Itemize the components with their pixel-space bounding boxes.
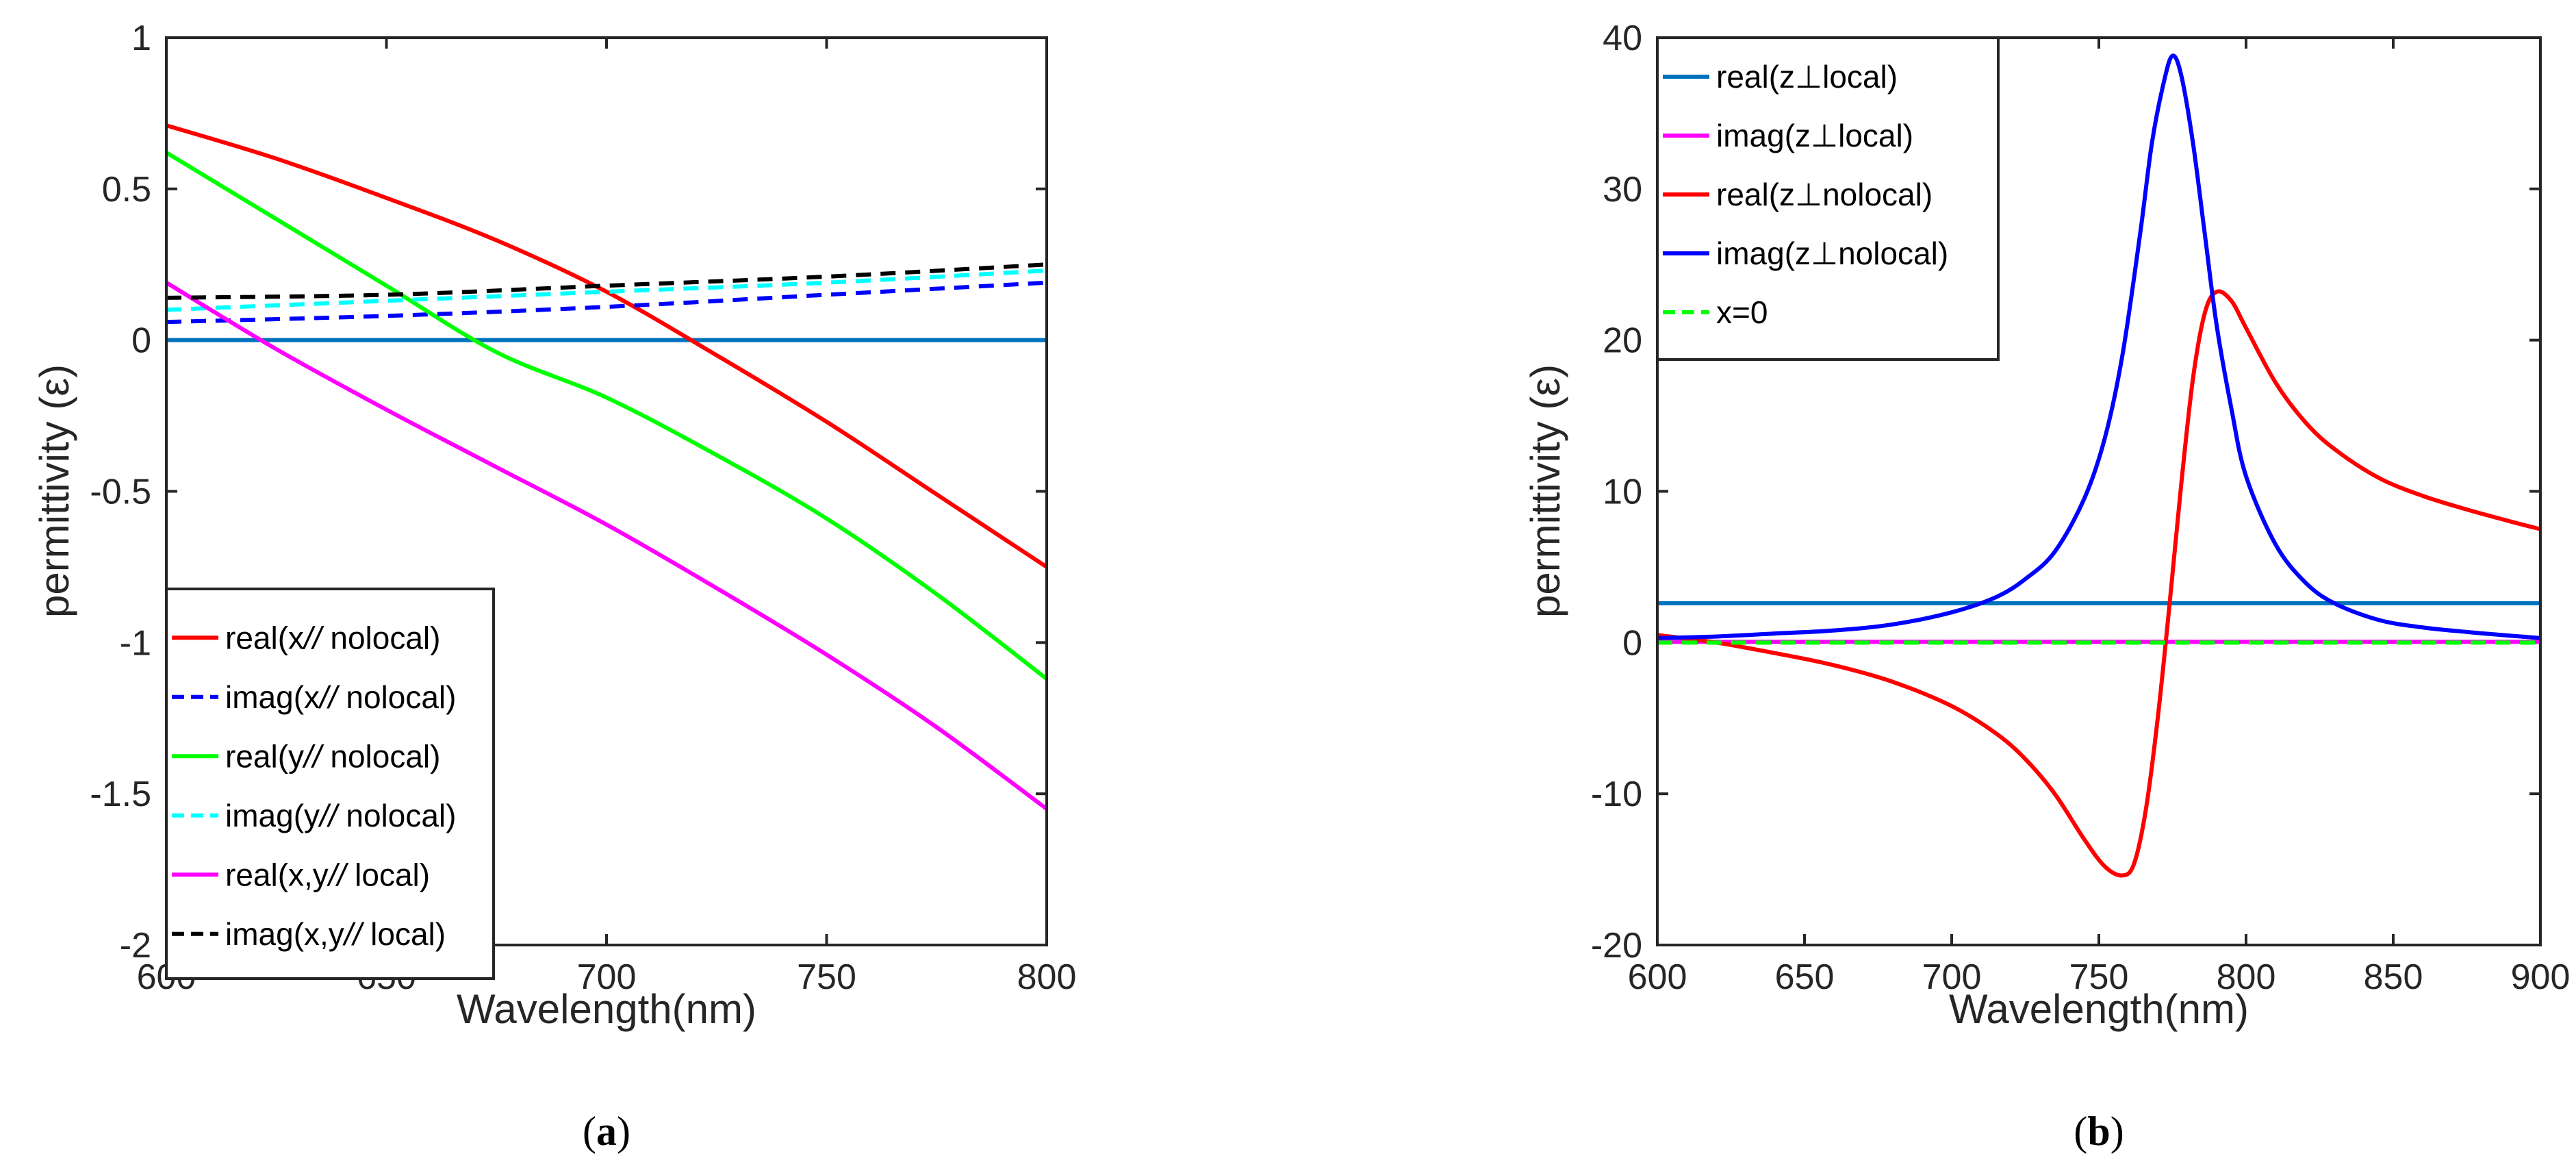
x-tick-label: 800 (2217, 957, 2276, 997)
legend-box (165, 588, 495, 980)
legend-label-suffix: nolocal) (337, 679, 457, 715)
y-tick-label: 20 (1603, 321, 1642, 361)
legend-label: imag(z⊥nolocal) (1716, 236, 1948, 271)
legend-label-suffix: nolocal) (322, 738, 441, 774)
series-line-imag-z-nolocal (1657, 53, 2540, 640)
y-tick-label: -2 (120, 926, 151, 966)
x-tick-label: 750 (797, 957, 856, 997)
y-tick-label: 10 (1603, 473, 1642, 512)
legend-label-suffix: nolocal) (322, 620, 441, 655)
legend-label-text: real(z⊥nolocal) (1716, 177, 1933, 212)
parallel-symbol: // (318, 798, 340, 833)
legend-label-text: real(x,y (225, 857, 329, 892)
legend-label-text: x=0 (1716, 294, 1768, 330)
legend-label: real(x// nolocal) (225, 620, 440, 655)
y-tick-label: -1 (120, 623, 151, 663)
series-group-a (166, 123, 1047, 811)
legend-label: imag(x// nolocal) (225, 679, 456, 715)
y-tick-label: 40 (1603, 18, 1642, 58)
parallel-symbol: // (318, 679, 340, 715)
plot-frame-b (1656, 36, 2542, 946)
legend-label-suffix: local) (361, 916, 446, 952)
legend-label-suffix: nolocal) (337, 798, 457, 833)
caption-b: (b) (2074, 1109, 2124, 1154)
legend-label: real(y// nolocal) (225, 738, 440, 774)
legend-label-suffix: local) (346, 857, 430, 892)
y-ticks-b: 40 30 20 10 0 -10 -20 (1591, 18, 2540, 966)
x-axis-label-b: Wavelength(nm) (1949, 986, 2249, 1032)
legend-b: real(z⊥local) imag(z⊥local) real(z⊥nolocal… (1656, 36, 2000, 361)
x-tick-label: 600 (1628, 957, 1687, 997)
legend-label: x=0 (1716, 294, 1768, 330)
x-ticks-b: 600 650 700 750 800 850 900 (1628, 38, 2571, 997)
y-tick-label: -0.5 (90, 473, 151, 512)
y-axis-label-a: permittivity (ε) (31, 364, 77, 618)
y-tick-label: -1.5 (90, 775, 151, 814)
legend-label: imag(y// nolocal) (225, 798, 456, 833)
legend-label-text: real(y (225, 738, 304, 774)
caption-b-letter: b (2087, 1109, 2110, 1154)
y-tick-label: 0 (1622, 623, 1642, 663)
legend-label-text: imag(z⊥nolocal) (1716, 236, 1948, 271)
parallel-symbol: // (327, 857, 349, 892)
y-tick-label: 0.5 (102, 170, 151, 210)
y-tick-label: -20 (1591, 926, 1642, 966)
series-line-real-x-y-local (166, 281, 1047, 811)
x-tick-label: 700 (1922, 957, 1982, 997)
legend-label: imag(x,y// local) (225, 916, 446, 952)
legend-a: real(x// nolocal)imag(x// nolocal)real(y… (165, 588, 495, 980)
y-tick-label: 0 (131, 321, 151, 361)
caption-a: (a) (583, 1109, 630, 1154)
series-line-real-z-nolocal (1657, 289, 2540, 878)
x-tick-label: 750 (2069, 957, 2129, 997)
plot-frame-a (165, 36, 1048, 946)
legend-label: imag(z⊥local) (1716, 118, 1913, 153)
legend-label: real(z⊥nolocal) (1716, 177, 1933, 212)
y-axis-label-b: permittivity (ε) (1522, 364, 1568, 618)
x-axis-label-a: Wavelength(nm) (457, 986, 756, 1032)
x-tick-label: 900 (2511, 957, 2571, 997)
legend-label-text: imag(y (225, 798, 320, 833)
series-group-b (1657, 53, 2540, 878)
chart-b: 600 650 700 750 800 850 900 40 30 20 10 0 -10 -20 re… (1522, 18, 2570, 1154)
parallel-symbol: // (302, 620, 324, 655)
legend-label-text: real(z⊥local) (1716, 59, 1898, 95)
legend-label: real(x,y// local) (225, 857, 430, 892)
legend-label: real(z⊥local) (1716, 59, 1898, 95)
series-line-real-y-nolocal (166, 151, 1047, 681)
parallel-symbol: // (342, 916, 365, 952)
series-line-real-x-nolocal (166, 123, 1047, 569)
legend-label-text: real(x (225, 620, 304, 655)
x-tick-label: 850 (2364, 957, 2423, 997)
parallel-symbol: // (302, 738, 324, 774)
x-tick-label: 800 (1017, 957, 1077, 997)
y-ticks-a: 1 0.5 0 -0.5 -1 -1.5 -2 (90, 18, 1047, 966)
x-tick-label: 700 (577, 957, 637, 997)
y-tick-label: -10 (1591, 775, 1642, 814)
caption-a-letter: a (596, 1109, 617, 1154)
legend-label-text: imag(x (225, 679, 320, 715)
y-tick-label: 1 (131, 18, 151, 58)
legend-label-text: imag(z⊥local) (1716, 118, 1913, 153)
x-tick-label: 650 (1775, 957, 1835, 997)
legend-label-text: imag(x,y (225, 916, 344, 952)
legend-box (1656, 36, 2000, 361)
y-tick-label: 30 (1603, 170, 1642, 210)
